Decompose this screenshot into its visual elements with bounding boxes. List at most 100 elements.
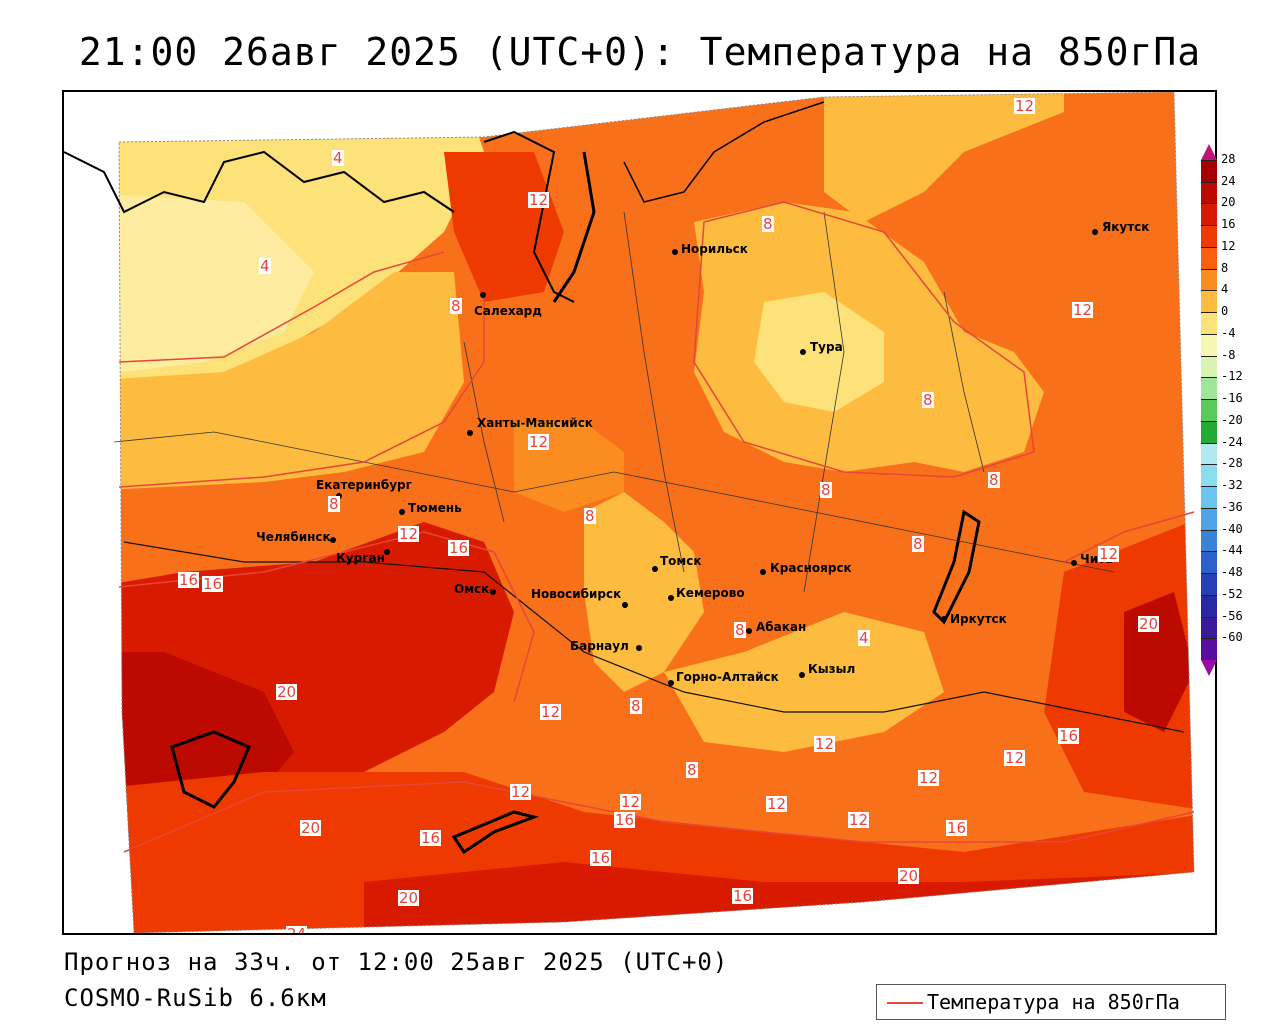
colorbar-segment [1201,355,1217,378]
city-label-khanty-mansiysk: Ханты-Мансийск [477,416,593,430]
contour-label: 16 [614,811,636,829]
colorbar-segment [1201,442,1217,465]
colorbar-label: -48 [1221,565,1243,580]
colorbar-segment [1201,616,1217,639]
colorbar-label: -4 [1221,325,1236,340]
city-dot [467,430,473,436]
map-canvas [64,92,1215,933]
colorbar-label: 0 [1221,304,1229,319]
colorbar-tick [1201,333,1217,335]
city-label-novosibirsk: Новосибирск [531,587,622,601]
colorbar-tick [1201,203,1217,205]
colorbar-label: -44 [1221,543,1243,558]
contour-label: 8 [328,495,340,513]
colorbar-tick [1201,290,1217,292]
colorbar-label: -40 [1221,521,1243,536]
colorbar-tick [1201,312,1217,314]
contour-label: 16 [448,539,470,557]
contour-label: 12 [766,795,788,813]
legend: Температура на 850гПа [876,984,1226,1020]
city-label-irkutsk: Иркутск [950,612,1007,626]
contour-label: 20 [276,683,298,701]
city-dot [1071,560,1077,566]
city-label-tyumen: Тюмень [408,501,462,515]
colorbar-tick [1201,399,1217,401]
colorbar-segment [1201,529,1217,552]
city-dot [668,595,674,601]
page-title: 21:00 26авг 2025 (UTC+0): Температура на… [78,30,1202,74]
contour-label: 8 [762,215,774,233]
legend-label: Температура на 850гПа [927,990,1180,1014]
city-label-kurgan: Курган [336,551,385,565]
colorbar-segment [1201,594,1217,618]
colorbar-tick [1201,420,1217,422]
contour-label: 16 [178,571,200,589]
city-dot [800,349,806,355]
colorbar-tick [1201,573,1217,575]
city-dot [636,645,642,651]
contour-label: 16 [590,849,612,867]
city-label-kyzyl: Кызыл [808,662,856,676]
colorbar-label: -56 [1221,608,1243,623]
city-label-norilsk: Норильск [681,242,748,256]
colorbar-segment [1201,333,1217,357]
contour-label: 16 [420,829,442,847]
colorbar-tick [1201,442,1217,444]
forecast-info: Прогноз на 33ч. от 12:00 25авг 2025 (UTC… [64,948,729,976]
city-label-ekaterinburg: Екатеринбург [316,478,412,492]
colorbar-segment [1201,420,1217,444]
contour-label: 12 [540,703,562,721]
colorbar-label: 20 [1221,195,1236,210]
city-label-chelyabinsk: Челябинск [256,530,331,544]
contour-label: 16 [946,819,968,837]
colorbar-tick [1201,594,1217,596]
contour-label: 24 [286,926,308,933]
contour-label: 12 [528,191,550,209]
colorbar-tick [1201,616,1217,618]
colorbar-segment [1201,486,1217,509]
contour-label: 16 [732,887,754,905]
contour-label: 8 [450,297,462,315]
contour-label: 4 [259,257,271,275]
lake-balkhash [170,730,251,809]
colorbar-segment [1201,507,1217,531]
contour-label: 12 [398,525,420,543]
colorbar-tick [1201,486,1217,488]
colorbar-label: 24 [1221,173,1236,188]
contour-label: 12 [1098,545,1120,563]
colorbar-tick [1201,638,1217,640]
colorbar-segment [1201,160,1217,183]
lake-baikal [932,509,981,625]
model-info: COSMO-RuSib 6.6км [64,984,327,1012]
contour-label: 12 [620,793,642,811]
colorbar-tick [1201,246,1217,248]
contour-label: 8 [988,471,1000,489]
city-dot [668,680,674,686]
city-dot [399,509,405,515]
contour-label: 8 [912,535,924,553]
contour-label: 12 [510,783,532,801]
colorbar-tick [1201,529,1217,531]
city-dot [622,602,628,608]
colorbar-label: -32 [1221,478,1243,493]
colorbar-segment [1201,181,1217,204]
city-label-krasnoyarsk: Красноярск [770,561,852,575]
contour-label: 8 [630,697,642,715]
city-label-gorno-altaysk: Горно-Алтайск [676,670,779,684]
city-label-tomsk: Томск [660,554,702,568]
colorbar-tick [1201,225,1217,227]
contour-label: 8 [584,507,596,525]
colorbar-label: -60 [1221,630,1243,645]
contour-label: 8 [922,391,934,409]
colorbar-tick [1201,268,1217,270]
city-dot [384,549,390,555]
temperature-map: Салехард Норильск Якутск Тура Ханты-Манс… [62,90,1217,935]
contour-label: 12 [814,735,836,753]
colorbar-segment [1201,290,1217,313]
city-dot [330,537,336,543]
city-dot [480,292,486,298]
colorbar-top-arrow [1201,144,1217,160]
colorbar-label: -12 [1221,369,1243,384]
legend-line-swatch [887,1002,923,1004]
colorbar-tick [1201,355,1217,357]
